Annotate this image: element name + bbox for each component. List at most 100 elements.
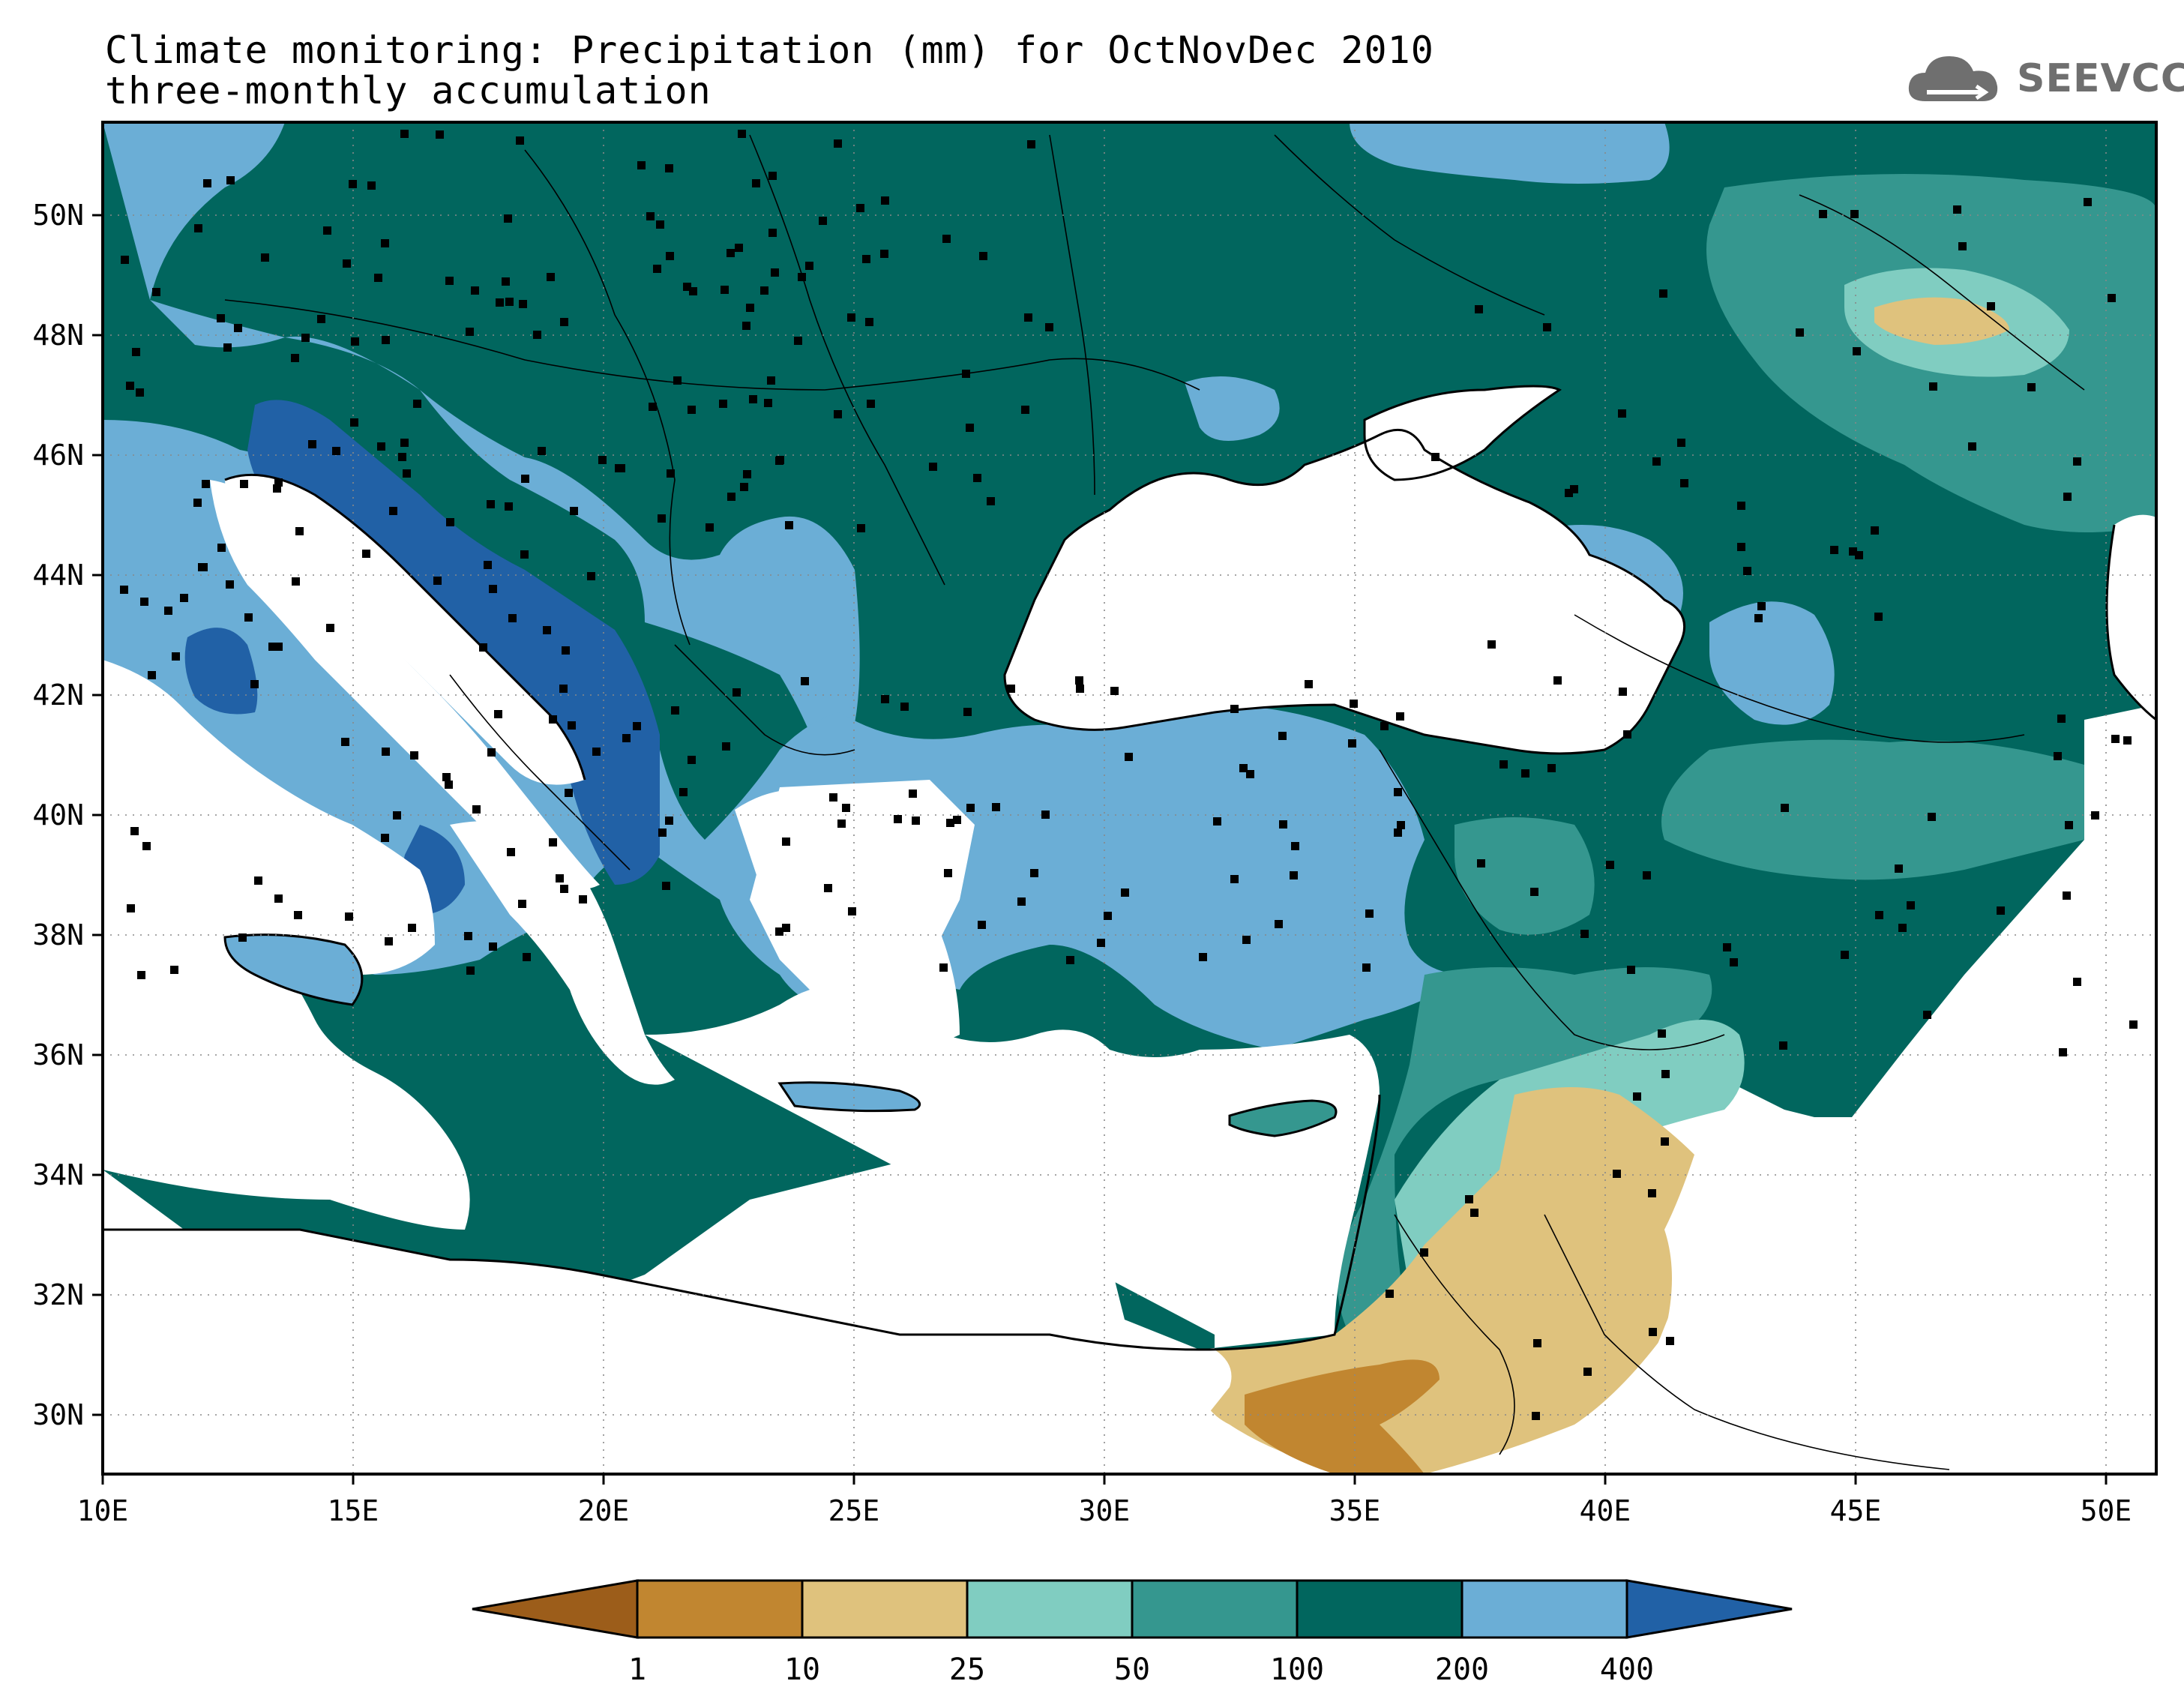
station-marker [929, 463, 937, 471]
station-marker [973, 474, 981, 482]
station-marker [842, 804, 850, 812]
station-marker [719, 400, 727, 408]
station-marker [1633, 1092, 1641, 1101]
station-marker [556, 874, 564, 882]
station-marker [1076, 685, 1084, 693]
station-marker [350, 418, 358, 427]
station-marker [254, 876, 262, 885]
station-marker [785, 521, 793, 529]
station-marker [1396, 712, 1404, 721]
station-marker [203, 179, 211, 187]
station-marker [273, 484, 281, 493]
station-marker [1997, 906, 2005, 915]
colorbar-segment [1296, 1579, 1463, 1639]
station-marker [137, 971, 145, 979]
station-marker [1580, 930, 1589, 938]
station-marker [909, 790, 917, 798]
station-marker [805, 262, 813, 270]
station-marker [848, 907, 856, 915]
station-marker [349, 180, 357, 188]
station-marker [834, 410, 842, 418]
station-marker [516, 136, 524, 145]
station-marker [1757, 602, 1766, 610]
sea-mediterranean [103, 480, 2156, 1474]
station-marker [505, 298, 514, 306]
station-marker [1386, 1290, 1394, 1298]
station-marker [250, 680, 259, 688]
station-marker [829, 793, 837, 802]
field-200-400 [103, 122, 860, 799]
station-marker [202, 480, 210, 488]
station-marker [1618, 409, 1626, 418]
station-marker [771, 268, 779, 277]
station-marker [1348, 739, 1356, 748]
lat-label: 36N [32, 1038, 84, 1071]
station-marker [666, 252, 674, 260]
station-marker [1097, 939, 1105, 947]
station-marker [768, 229, 777, 237]
station-marker [507, 848, 515, 856]
station-marker [1830, 546, 1838, 554]
station-marker [436, 130, 444, 139]
station-marker [746, 304, 754, 312]
station-marker [752, 179, 760, 187]
station-marker [341, 738, 349, 746]
lon-label: 40E [1580, 1494, 1631, 1527]
station-marker [2111, 735, 2120, 743]
station-marker [471, 286, 479, 295]
station-marker [393, 811, 401, 820]
station-marker [126, 382, 134, 390]
lon-label: 25E [828, 1494, 880, 1527]
station-marker [2059, 1048, 2067, 1056]
station-marker [673, 376, 682, 385]
station-marker [658, 514, 666, 523]
station-marker [217, 314, 225, 322]
station-marker [880, 250, 888, 258]
station-marker [1543, 323, 1551, 331]
station-marker [487, 500, 495, 508]
station-marker [494, 710, 502, 718]
station-marker [1041, 811, 1050, 819]
colorbar-segment [636, 1579, 804, 1639]
station-marker [2054, 752, 2062, 760]
station-marker [1730, 958, 1738, 966]
station-marker [1030, 869, 1038, 877]
station-marker [1121, 888, 1129, 897]
station-marker [1680, 479, 1688, 487]
station-marker [2123, 736, 2132, 745]
station-marker [377, 442, 385, 451]
island-crete [780, 1082, 920, 1111]
station-marker [1895, 864, 1903, 873]
station-marker [343, 259, 351, 268]
station-marker [1305, 680, 1313, 688]
station-marker [683, 283, 691, 291]
station-marker [136, 388, 144, 397]
station-marker [721, 286, 729, 294]
station-marker [381, 239, 389, 247]
station-marker [1275, 920, 1283, 928]
station-marker [939, 963, 948, 972]
station-marker [1290, 871, 1298, 879]
sea-azov [1365, 386, 1559, 480]
field-gt-400 [184, 628, 258, 715]
station-marker [667, 469, 675, 478]
station-marker [1849, 547, 1857, 556]
station-marker [521, 475, 529, 483]
station-marker [523, 953, 531, 961]
station-marker [1350, 700, 1358, 708]
station-marker [727, 493, 735, 501]
station-marker [942, 235, 951, 243]
lon-label: 50E [2081, 1494, 2132, 1527]
lat-label: 32N [32, 1278, 84, 1311]
sea-adriatic [225, 475, 585, 785]
field-1-10 [1245, 1359, 1440, 1474]
station-marker [1021, 406, 1029, 414]
field-50-100 [1455, 817, 1595, 935]
station-marker [1246, 770, 1254, 778]
station-marker [764, 399, 772, 407]
station-marker [466, 328, 474, 336]
colorbar-segment-lt1 [472, 1579, 639, 1639]
station-marker [1017, 897, 1026, 906]
station-marker [966, 804, 975, 812]
